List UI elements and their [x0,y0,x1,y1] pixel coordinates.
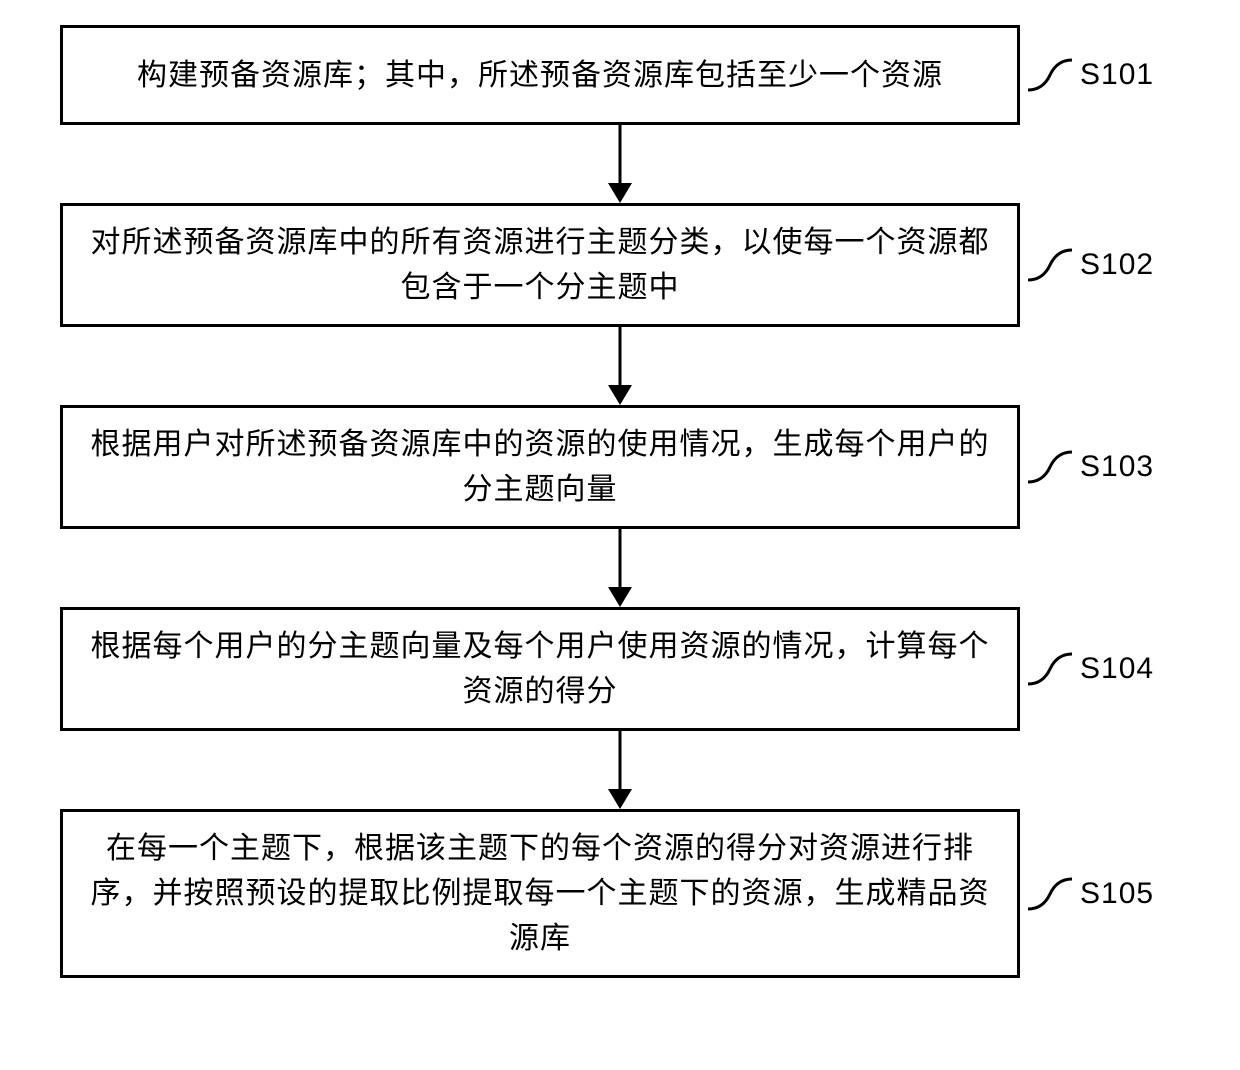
step-text-5: 在每一个主题下，根据该主题下的每个资源的得分对资源进行排序，并按照预设的提取比例… [83,826,997,961]
curve-icon [1028,50,1078,100]
step-row-2: 对所述预备资源库中的所有资源进行主题分类，以使每一个资源都包含于一个分主题中 S… [60,203,1180,327]
step-row-1: 构建预备资源库；其中，所述预备资源库包括至少一个资源 S101 [60,25,1180,125]
label-connector-2: S102 [1028,240,1154,290]
step-label-1: S101 [1080,58,1154,92]
step-box-4: 根据每个用户的分主题向量及每个用户使用资源的情况，计算每个资源的得分 [60,607,1020,731]
curve-icon [1028,240,1078,290]
label-connector-4: S104 [1028,644,1154,694]
arrow-down-icon [600,529,640,607]
step-box-5: 在每一个主题下，根据该主题下的每个资源的得分对资源进行排序，并按照预设的提取比例… [60,809,1020,978]
arrow-3 [140,529,1100,607]
step-text-2: 对所述预备资源库中的所有资源进行主题分类，以使每一个资源都包含于一个分主题中 [83,220,997,310]
arrow-1 [140,125,1100,203]
step-text-4: 根据每个用户的分主题向量及每个用户使用资源的情况，计算每个资源的得分 [83,624,997,714]
step-row-4: 根据每个用户的分主题向量及每个用户使用资源的情况，计算每个资源的得分 S104 [60,607,1180,731]
arrow-down-icon [600,327,640,405]
step-box-3: 根据用户对所述预备资源库中的资源的使用情况，生成每个用户的分主题向量 [60,405,1020,529]
arrow-down-icon [600,731,640,809]
step-label-2: S102 [1080,248,1154,282]
arrow-2 [140,327,1100,405]
step-row-3: 根据用户对所述预备资源库中的资源的使用情况，生成每个用户的分主题向量 S103 [60,405,1180,529]
step-label-4: S104 [1080,652,1154,686]
step-box-1: 构建预备资源库；其中，所述预备资源库包括至少一个资源 [60,25,1020,125]
curve-icon [1028,869,1078,919]
step-row-5: 在每一个主题下，根据该主题下的每个资源的得分对资源进行排序，并按照预设的提取比例… [60,809,1180,978]
label-connector-3: S103 [1028,442,1154,492]
curve-icon [1028,644,1078,694]
step-label-3: S103 [1080,450,1154,484]
arrow-4 [140,731,1100,809]
arrow-down-icon [600,125,640,203]
label-connector-1: S101 [1028,50,1154,100]
label-connector-5: S105 [1028,869,1154,919]
curve-icon [1028,442,1078,492]
step-text-3: 根据用户对所述预备资源库中的资源的使用情况，生成每个用户的分主题向量 [83,422,997,512]
step-box-2: 对所述预备资源库中的所有资源进行主题分类，以使每一个资源都包含于一个分主题中 [60,203,1020,327]
step-text-1: 构建预备资源库；其中，所述预备资源库包括至少一个资源 [137,53,943,98]
step-label-5: S105 [1080,877,1154,911]
flowchart-container: 构建预备资源库；其中，所述预备资源库包括至少一个资源 S101 对所述预备资源库… [60,25,1180,978]
